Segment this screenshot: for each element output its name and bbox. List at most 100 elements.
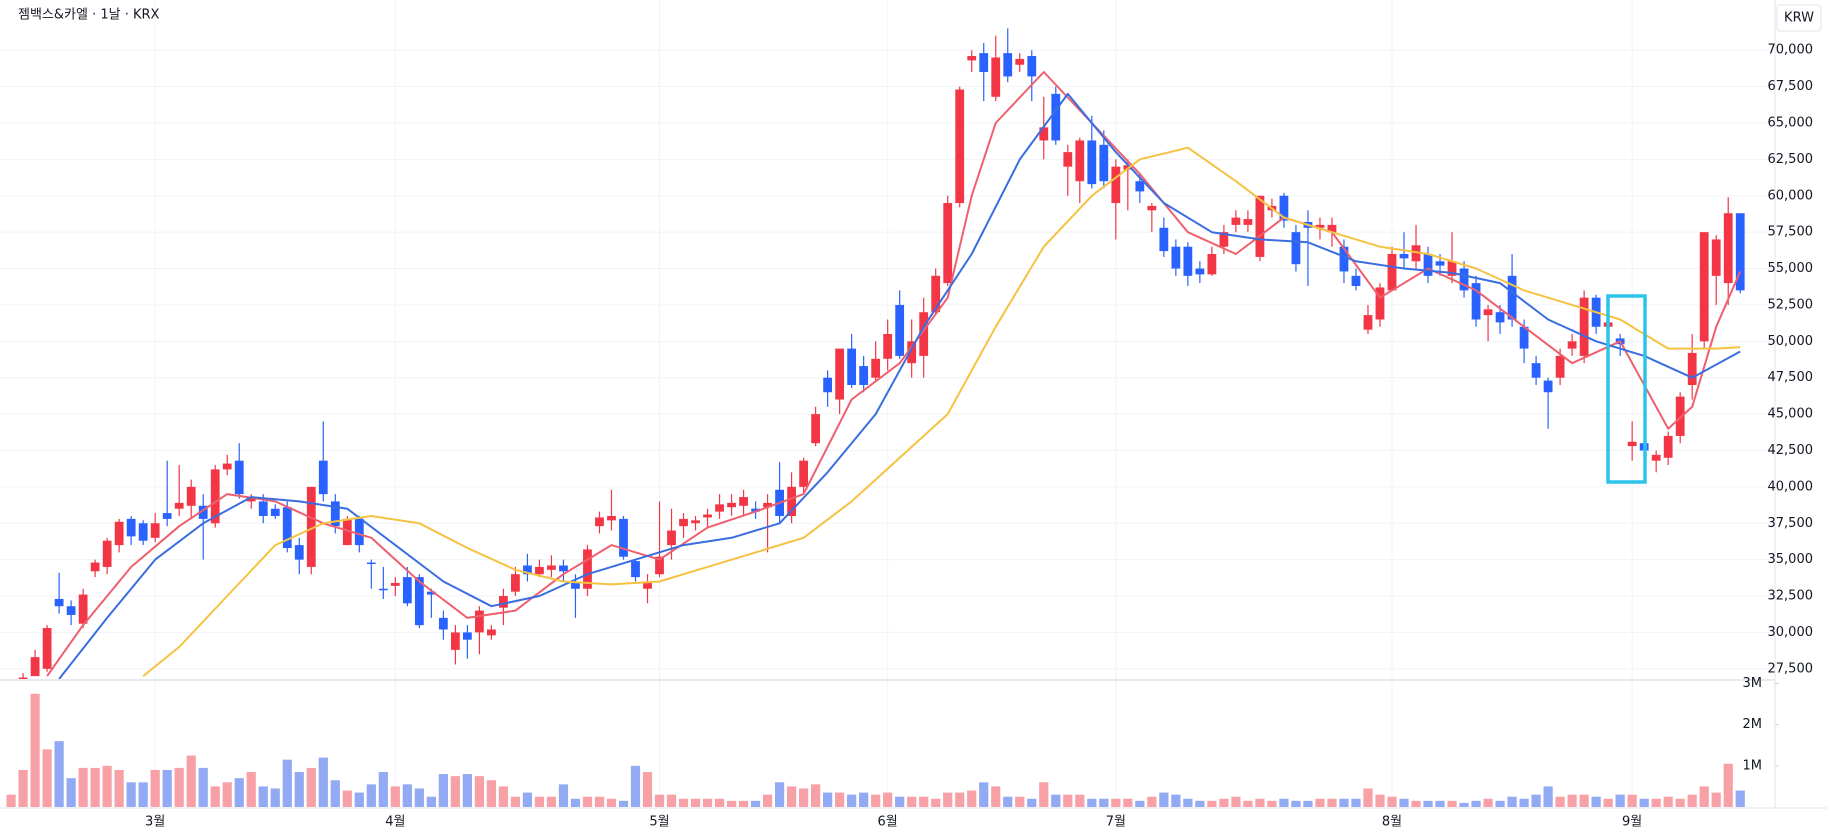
candle-body bbox=[354, 518, 364, 546]
volume-bar bbox=[1063, 794, 1073, 807]
volume-bar bbox=[510, 796, 521, 807]
candle-body bbox=[727, 502, 736, 508]
candle-body bbox=[198, 505, 208, 519]
volume-bar bbox=[354, 792, 364, 807]
candle-body bbox=[703, 514, 712, 518]
volume-bar bbox=[246, 772, 256, 807]
candle-body bbox=[1495, 312, 1505, 323]
x-tick-label: 7월 bbox=[1106, 815, 1126, 830]
candle-body bbox=[715, 504, 724, 512]
y-tick-label: 50,000 bbox=[1768, 334, 1814, 349]
candle-body bbox=[246, 497, 256, 502]
candle-body bbox=[1471, 283, 1481, 320]
candle-body bbox=[318, 460, 328, 495]
moving-average bbox=[142, 146, 1741, 677]
candle-body bbox=[547, 565, 556, 570]
volume-bar bbox=[42, 749, 52, 807]
volume-bar bbox=[1447, 800, 1457, 807]
volume-bar bbox=[30, 693, 40, 807]
x-tick-label: 4월 bbox=[385, 815, 405, 830]
volume-bar bbox=[1411, 800, 1421, 807]
volume-bar bbox=[738, 800, 749, 807]
volume-bar bbox=[90, 767, 100, 807]
candle-body bbox=[1567, 341, 1577, 349]
volume-bar bbox=[162, 769, 172, 807]
candle-body bbox=[1339, 246, 1349, 272]
candle-body bbox=[1315, 224, 1325, 228]
y-tick-label: 47,500 bbox=[1768, 370, 1814, 385]
candle-body bbox=[1231, 217, 1241, 225]
volume-bar bbox=[991, 786, 1001, 807]
candle-body bbox=[667, 530, 676, 546]
candle-body bbox=[1135, 181, 1145, 192]
volume-bar bbox=[186, 755, 196, 807]
candle-body bbox=[1087, 140, 1097, 185]
volume-bar bbox=[258, 786, 268, 807]
candle-body bbox=[499, 596, 508, 608]
volume-bar bbox=[486, 780, 496, 807]
volume-bar bbox=[762, 794, 773, 807]
volume-bar bbox=[114, 769, 124, 807]
highlight-box bbox=[1606, 294, 1647, 484]
volume-bar bbox=[642, 772, 653, 807]
volume-bar bbox=[931, 798, 941, 807]
candle-body bbox=[1027, 56, 1037, 77]
candle-body bbox=[306, 486, 316, 567]
volume-bar bbox=[534, 796, 545, 807]
volume-bar bbox=[714, 798, 725, 807]
candle-body bbox=[258, 501, 268, 516]
candle-body bbox=[1687, 352, 1697, 385]
candle-body bbox=[523, 565, 532, 575]
candle-body bbox=[1627, 441, 1637, 447]
volume-bar bbox=[1099, 798, 1109, 807]
candle-body bbox=[462, 632, 472, 640]
currency-box bbox=[1776, 4, 1822, 32]
candle-body bbox=[66, 606, 76, 615]
y-tick-label: 57,500 bbox=[1768, 225, 1814, 240]
candle-body bbox=[438, 617, 448, 630]
volume-bar bbox=[1483, 798, 1493, 807]
volume-bar bbox=[1339, 798, 1349, 807]
volume-bar bbox=[1123, 798, 1133, 807]
candle-body bbox=[18, 677, 28, 679]
candle-body bbox=[619, 518, 628, 557]
volume-bar bbox=[1231, 796, 1241, 807]
candle-body bbox=[487, 629, 496, 636]
volume-bar bbox=[306, 767, 316, 807]
volume-bar bbox=[450, 776, 460, 807]
volume-bar bbox=[18, 769, 28, 807]
candle-body bbox=[931, 275, 941, 313]
candle-body bbox=[1063, 152, 1073, 167]
candle-body bbox=[450, 632, 460, 650]
volume-bar bbox=[438, 774, 448, 807]
volume-bar bbox=[1399, 798, 1409, 807]
volume-bar bbox=[630, 765, 641, 807]
volume-bar bbox=[1279, 798, 1289, 807]
candle-body bbox=[1651, 454, 1661, 461]
candle-body bbox=[1207, 253, 1217, 275]
volume-bar bbox=[1039, 782, 1049, 807]
volume-bar bbox=[1507, 796, 1517, 807]
candle-body bbox=[1075, 140, 1085, 182]
candle-body bbox=[234, 460, 244, 495]
volume-bar bbox=[150, 769, 160, 807]
candle-body bbox=[222, 463, 232, 470]
volume-bar bbox=[78, 767, 88, 807]
volume-bar bbox=[1363, 788, 1373, 807]
volume-bar bbox=[378, 772, 388, 807]
candle-body bbox=[751, 508, 760, 512]
y-tick-label: 65,000 bbox=[1768, 115, 1814, 130]
volume-bar bbox=[1615, 794, 1625, 807]
candle-body bbox=[1699, 232, 1709, 342]
candle-body bbox=[1579, 297, 1589, 356]
candle-body bbox=[583, 549, 592, 589]
moving-average bbox=[46, 71, 1742, 677]
volume-bar bbox=[1423, 800, 1433, 807]
volume-bar bbox=[546, 796, 557, 807]
y-tick-label: 70,000 bbox=[1768, 43, 1814, 58]
candle-body bbox=[1531, 363, 1541, 378]
volume-bar bbox=[1351, 798, 1361, 807]
candle-body bbox=[366, 562, 376, 565]
volume-bar bbox=[330, 780, 340, 807]
